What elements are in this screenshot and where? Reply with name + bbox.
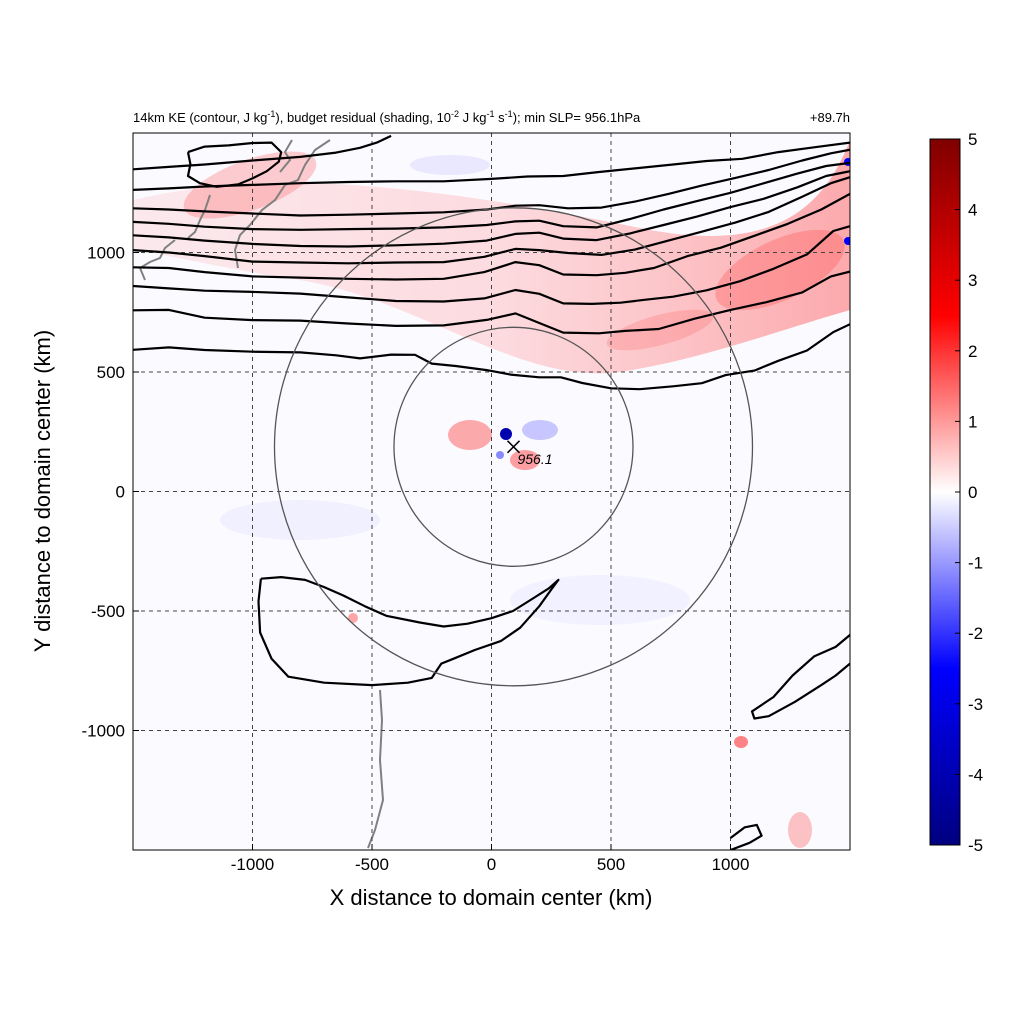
residual-blue-patch [510,575,690,625]
radius-rings [273,207,754,687]
x-tick-label: 500 [597,855,625,874]
x-axis-label: X distance to domain center (km) [330,885,653,910]
ke-contour-line [133,192,850,281]
coastline-segment [279,139,293,173]
colorbar-tick-label: 1 [968,412,977,431]
storm-center-label: 956.1 [517,451,552,467]
residual-blue-patch [522,420,558,440]
residual-blue-patch [410,155,490,175]
ke-contour-line [133,270,850,335]
residual-red-patch [510,450,540,470]
ke-contour-line [133,225,850,305]
ke-contour-line [257,576,560,687]
ke-contour-line [133,170,850,248]
x-tick-label: 1000 [712,855,750,874]
residual-strong-blue [496,451,504,459]
ke-contour-line [133,134,392,171]
colorbar-tick-label: -1 [968,554,983,573]
residual-red-patch [606,309,714,351]
colorbar-tick-label: -4 [968,765,983,784]
ke-contour-line [750,634,850,720]
colorbar-tick-label: 2 [968,342,977,361]
residual-strong-blue [844,158,850,166]
coastline-segment [233,139,331,269]
residual-red-patch [448,420,492,450]
ke-contour-line [186,141,283,188]
colorbar-tick-label: 4 [968,201,977,220]
residual-red-patch [788,812,812,848]
y-axis-ticks: -1000 -500 0 500 1000 [82,244,139,741]
chart-title-right: +89.7h [810,110,850,125]
storm-center-marker [506,440,521,454]
residual-strong-blue [500,428,512,440]
ke-contours [133,134,850,850]
coastline-segment [138,239,176,281]
coastline-segment [187,194,211,239]
residual-strong-blue [844,237,850,245]
ke-contour-line [133,323,850,391]
x-axis-ticks: -1000 -500 0 500 1000 [231,844,750,874]
colorbar-tick-label: 3 [968,271,977,290]
ke-contour-line [133,161,850,231]
y-tick-label: 500 [97,363,125,382]
radius-ring [393,326,634,567]
colorbar-tick-label: -3 [968,695,983,714]
y-tick-label: 1000 [87,244,125,263]
storm-center: 956.1 [506,440,553,467]
colorbar-tick-label: -5 [968,836,983,855]
chart-title-left: 14km KE (contour, J kg-1), budget residu… [133,109,641,125]
y-tick-label: -1000 [82,722,125,741]
y-axis-label: Y distance to domain center (km) [30,330,55,652]
ke-contour-line [133,141,850,191]
colorbar-tick-label: 5 [968,130,977,149]
ke-contour-line [133,176,850,265]
ke-contour-line [729,823,763,850]
coastline [138,139,385,849]
residual-red-patch [348,613,358,623]
x-tick-label: 0 [487,855,496,874]
radius-ring [273,207,754,687]
ke-contour-line [133,148,850,217]
y-tick-label: -500 [91,602,125,621]
residual-red-patch [734,736,748,748]
coastline-segment [367,689,385,849]
residual-blue-patch [220,500,380,540]
colorbar-tick-label: 0 [968,483,977,502]
colorbar-ticks: 5 4 3 2 1 0 -1 -2 -3 -4 -5 [955,130,983,855]
x-tick-label: -500 [355,855,389,874]
colorbar-tick-label: -2 [968,624,983,643]
x-tick-label: -1000 [231,855,274,874]
y-tick-label: 0 [116,483,125,502]
